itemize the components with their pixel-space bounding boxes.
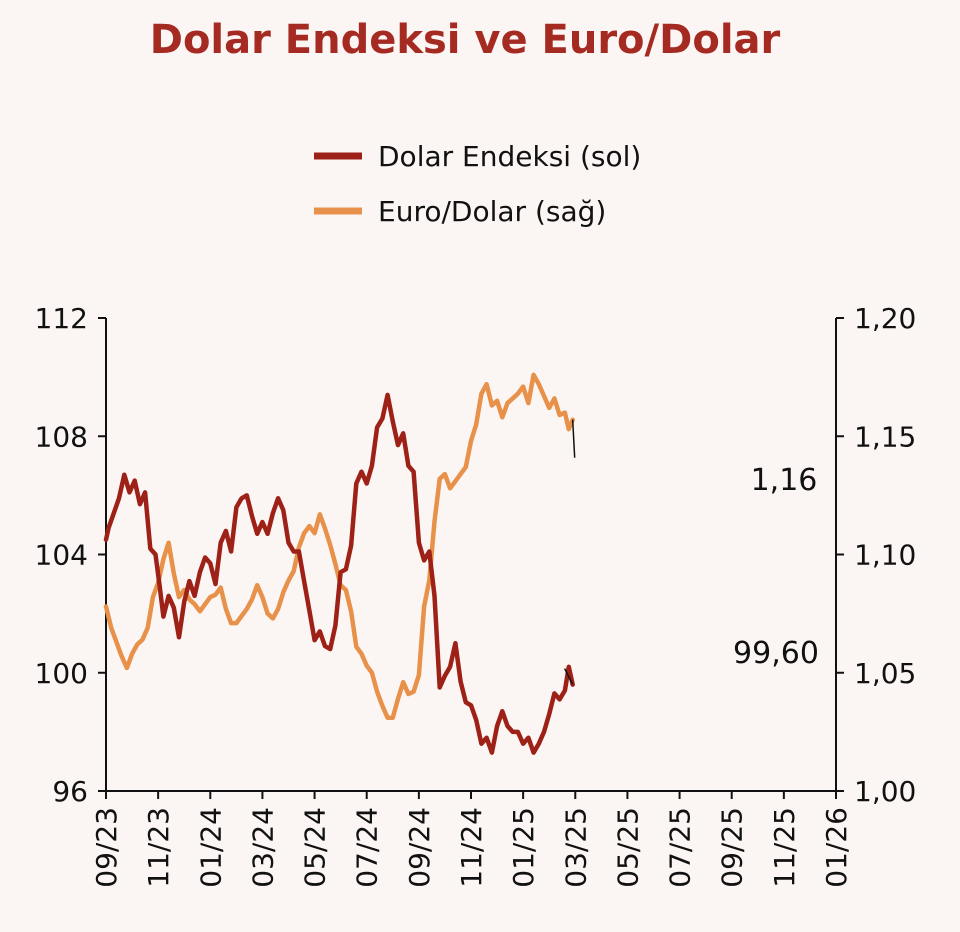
annotation-euro-value: 1,16 [751, 463, 818, 498]
x-tick-label: 05/24 [299, 807, 332, 888]
x-tick-label: 07/24 [351, 807, 384, 888]
y-left-tick-label: 96 [52, 775, 88, 808]
x-tick-label: 09/23 [90, 807, 123, 888]
x-tick-label: 09/25 [716, 807, 749, 888]
axes [105, 318, 837, 792]
y-left-tick-label: 104 [35, 539, 88, 572]
annotation-dxy-value: 99,60 [733, 636, 819, 671]
x-tick-label: 05/25 [611, 807, 644, 888]
legend: Dolar Endeksi (sol) Euro/Dolar (sağ) [314, 140, 641, 228]
annotation-leader-euro [571, 419, 576, 458]
chart-title: Dolar Endeksi ve Euro/Dolar [150, 17, 781, 63]
legend-label-euro-dolar: Euro/Dolar (sağ) [378, 195, 606, 228]
x-tick-label: 09/24 [403, 807, 436, 888]
y-left-tick-label: 112 [35, 302, 88, 335]
series-layer [103, 372, 575, 755]
y-left-tick-label: 108 [35, 420, 88, 453]
y-right-tick-label: 1,10 [854, 539, 916, 572]
x-tick-label: 03/24 [246, 807, 279, 888]
y-right-tick-label: 1,05 [854, 657, 916, 690]
x-tick-label: 11/24 [455, 807, 488, 888]
x-tick-label: 11/23 [142, 807, 175, 888]
x-tick-label: 01/24 [194, 807, 227, 888]
legend-label-dolar-endeksi: Dolar Endeksi (sol) [378, 140, 641, 173]
series-line-dolar-endeksi [103, 392, 575, 755]
y-right-tick-label: 1,00 [854, 775, 916, 808]
x-tick-label: 11/25 [768, 807, 801, 888]
annotation-leader-dxy [564, 668, 574, 685]
x-tick-label: 07/25 [664, 807, 697, 888]
y-right-tick-label: 1,20 [854, 302, 916, 335]
y-left-tick-label: 100 [35, 657, 88, 690]
x-tick-label: 03/25 [559, 807, 592, 888]
series-line-euro-dolar [103, 372, 575, 720]
x-tick-label: 01/25 [507, 807, 540, 888]
ticks: 96 100 104 108 112 1,00 1,05 1,10 1,15 1,20 09/23 1… [35, 302, 917, 888]
annotation-layer: 1,16 99,60 [564, 419, 819, 685]
x-tick-label: 01/26 [820, 807, 853, 888]
y-right-tick-label: 1,15 [854, 420, 916, 453]
